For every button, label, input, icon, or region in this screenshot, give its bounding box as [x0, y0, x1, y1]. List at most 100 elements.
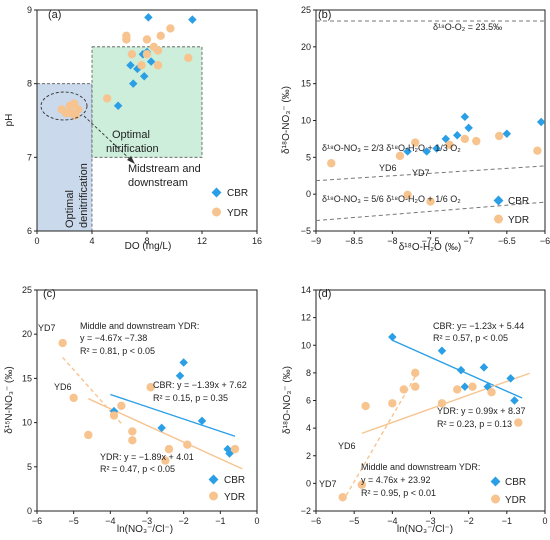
- fit-label-cbr-line-1: CBR: y = −1.39x + 7.62: [153, 380, 247, 390]
- x-tick-label: −3: [142, 516, 152, 526]
- x-tick-label: 12: [197, 236, 207, 246]
- fit-label-mid-line-2: y = 4.76x + 23.92: [361, 475, 431, 485]
- point-ydr: [514, 418, 523, 427]
- x-tick-label: 16: [252, 236, 262, 246]
- annotation-line-2: downstream: [128, 177, 188, 189]
- x-tick-label: −5: [69, 516, 79, 526]
- point-cbr: [479, 363, 489, 372]
- y-tick-label: 25: [301, 5, 311, 15]
- panel-a: 0 4 8 12 16 6 7 8 9 (a) Optimal nitrification Op…: [4, 5, 262, 252]
- legend-marker-cbr: [490, 476, 501, 487]
- point-ydr: [128, 436, 137, 445]
- point-ydr: [164, 444, 174, 454]
- x-tick-label: −4: [105, 516, 115, 526]
- point-ydr: [426, 197, 435, 206]
- y-tick-label: 0: [27, 506, 32, 516]
- point-ydr: [183, 440, 192, 449]
- point-ydr: [161, 456, 170, 465]
- fit-label-ydr-line-1: YDR: y = 0.99x + 8.37: [437, 406, 526, 416]
- axis-ticks: −9 −8.5 −8 −7.5 −7 −6.5 −6 −5 0 5 10 15 20 25: [301, 5, 550, 246]
- y-tick-label: 0: [306, 478, 311, 488]
- x-tick-label: −3: [425, 516, 435, 526]
- legend-marker-cbr: [211, 187, 222, 198]
- fit-label-ydr-line-2: R² = 0.23, p = 0.13: [437, 419, 512, 429]
- point-ydr: [128, 427, 137, 436]
- point-ydr: [338, 492, 347, 502]
- y-tick-label: 12: [301, 313, 311, 323]
- y-tick-label: 10: [22, 418, 32, 428]
- y-tick-label: 20: [301, 42, 311, 52]
- panel-label: (a): [48, 9, 61, 21]
- region-label-denitrification-2: denitrification: [78, 163, 90, 228]
- point-ydr: [58, 338, 67, 348]
- x-tick-label: −7.5: [422, 236, 440, 246]
- y-axis-label: pH: [4, 114, 15, 127]
- point-ydr: [460, 134, 470, 144]
- point-ydr: [156, 31, 165, 40]
- point-ydr: [468, 382, 477, 391]
- legend: CBR YDR: [211, 187, 248, 219]
- legend-label-ydr: YDR: [227, 208, 248, 219]
- point-cbr: [460, 112, 470, 122]
- point-cbr: [175, 371, 185, 380]
- x-tick-label: 0: [254, 516, 259, 526]
- reference-line: [315, 165, 546, 182]
- region-label-denitrification-1: Optimal: [64, 190, 76, 228]
- point-label-yd7: YD7: [38, 323, 56, 333]
- point-ydr: [411, 138, 420, 147]
- x-tick-label: −6: [540, 236, 550, 246]
- point-cbr: [157, 423, 166, 433]
- x-tick-label: −6: [32, 516, 42, 526]
- point-ydr: [153, 61, 163, 70]
- x-tick-label: 8: [144, 236, 149, 246]
- x-tick-label: −4: [387, 516, 397, 526]
- y-tick-label: 5: [27, 462, 32, 472]
- legend: CBR YDR: [493, 195, 529, 226]
- legend: CBR YDR: [490, 476, 526, 506]
- axis-ticks: 0 4 8 12 16 6 7 8 9: [27, 5, 262, 246]
- point-label-yd6: YD6: [338, 441, 356, 451]
- point-ydr: [327, 159, 336, 168]
- point-ydr: [142, 50, 152, 59]
- point-label-yd7: YD7: [319, 479, 337, 489]
- point-ydr: [533, 146, 542, 155]
- fit-label-ydr-line-1: YDR: y = −1.89x + 4.01: [100, 452, 194, 462]
- ref-line-label-o2: δ¹⁸O-O₂ = 23.5‰: [433, 22, 502, 32]
- y-axis-label: δ¹⁸O-NO₃⁻ (‰): [281, 86, 292, 154]
- y-tick-label: −5: [301, 226, 311, 236]
- x-tick-label: −6.5: [498, 236, 516, 246]
- legend-marker-ydr: [209, 491, 218, 501]
- y-tick-label: 8: [27, 79, 32, 89]
- point-cbr: [188, 15, 197, 24]
- point-ydr: [403, 190, 412, 200]
- region-label-nitrification-2: nitrification: [106, 143, 159, 155]
- y-axis-label: δ¹⁸O-NO₃⁻ (‰): [282, 366, 293, 434]
- point-cbr: [452, 130, 462, 140]
- point-cbr: [388, 332, 397, 342]
- x-tick-label: 4: [89, 236, 94, 246]
- fit-label-mid-line-3: R² = 0.81, p < 0.05: [80, 346, 155, 356]
- legend-marker-ydr: [212, 207, 221, 217]
- legend-label-ydr: YDR: [224, 492, 245, 503]
- x-tick-label: 0: [34, 236, 39, 246]
- panel-b: −9 −8.5 −8 −7.5 −7 −6.5 −6 −5 0 5 10 15 20 25 (b) δ¹⁸…: [281, 5, 550, 253]
- point-cbr: [422, 147, 431, 156]
- point-ydr: [445, 140, 454, 150]
- y-tick-label: 10: [301, 340, 311, 350]
- x-tick-label: −1: [502, 516, 512, 526]
- fit-label-mid-line-2: y = −4.67x −7.38: [80, 333, 147, 343]
- point-ydr: [437, 399, 447, 408]
- y-axis-label: δ¹⁵N-NO₃⁻ (‰): [4, 366, 15, 433]
- point-cbr: [129, 79, 138, 88]
- point-cbr: [510, 396, 519, 405]
- point-cbr: [502, 129, 512, 139]
- data-points: [58, 338, 240, 465]
- x-tick-label: −9: [311, 236, 321, 246]
- y-tick-label: 20: [22, 329, 32, 339]
- legend-marker-cbr: [208, 474, 219, 485]
- point-cbr: [126, 61, 135, 70]
- y-tick-label: 8: [306, 368, 311, 378]
- fit-line-cbr: [110, 393, 236, 437]
- point-ydr: [142, 35, 152, 44]
